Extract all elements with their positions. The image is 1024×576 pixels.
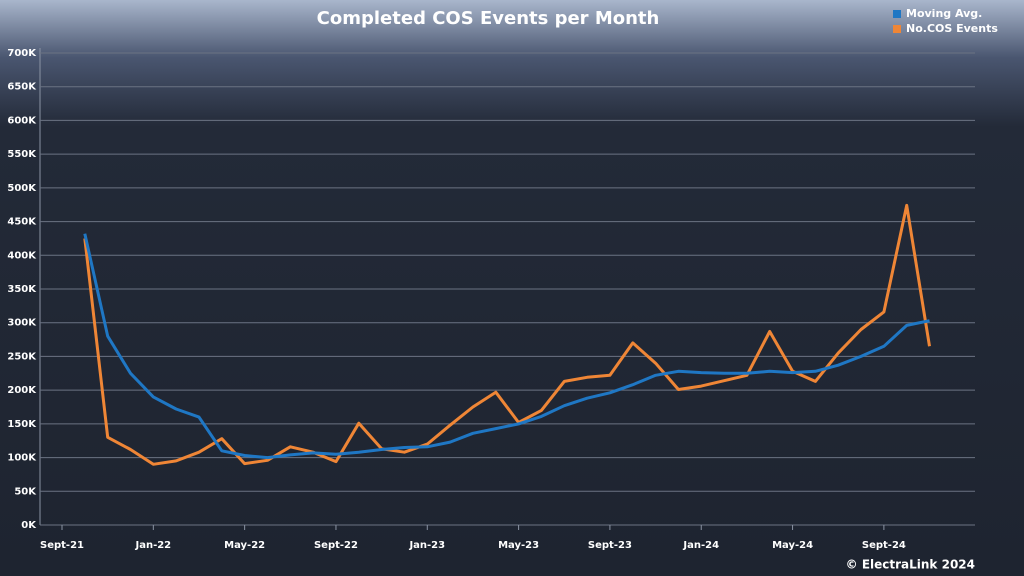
y-tick-label: 650K bbox=[7, 82, 37, 93]
y-tick-label: 0K bbox=[21, 520, 37, 531]
y-tick-label: 350K bbox=[7, 284, 37, 295]
x-tick-label: Sept-22 bbox=[314, 540, 358, 551]
x-tick-label: Sept-23 bbox=[588, 540, 632, 551]
y-tick-label: 300K bbox=[7, 318, 37, 329]
footer: © ElectraLink 2024 bbox=[846, 558, 975, 572]
y-tick-label: 400K bbox=[7, 250, 37, 261]
y-tick-label: 150K bbox=[7, 419, 37, 430]
y-tick-label: 700K bbox=[7, 48, 37, 59]
x-tick-label: Jan-22 bbox=[134, 540, 171, 551]
x-tick-label: Jan-24 bbox=[682, 540, 719, 551]
legend-label: Moving Avg. bbox=[906, 7, 982, 20]
y-tick-label: 600K bbox=[7, 115, 37, 126]
legend: Moving Avg. No.COS Events bbox=[893, 7, 998, 35]
y-tick-label: 550K bbox=[7, 149, 37, 160]
series-line bbox=[83, 233, 930, 460]
legend-swatch bbox=[893, 10, 901, 18]
y-tick-label: 100K bbox=[7, 453, 37, 464]
y-tick-label: 450K bbox=[7, 217, 37, 228]
x-tick-label: Jan-23 bbox=[408, 540, 445, 551]
chart-title: Completed COS Events per Month bbox=[317, 8, 660, 29]
legend-swatch bbox=[893, 25, 901, 33]
x-tick-label: Sept-24 bbox=[862, 540, 906, 551]
y-tick-label: 50K bbox=[14, 486, 37, 497]
y-tick-label: 250K bbox=[7, 351, 37, 362]
x-tick-label: May-22 bbox=[224, 540, 265, 551]
x-tick-label: Sept-21 bbox=[40, 540, 84, 551]
series-line bbox=[83, 203, 931, 466]
legend-label: No.COS Events bbox=[906, 22, 998, 35]
y-tick-label: 200K bbox=[7, 385, 37, 396]
x-tick-label: May-24 bbox=[772, 540, 813, 551]
x-tick-label: May-23 bbox=[498, 540, 539, 551]
y-tick-label: 500K bbox=[7, 183, 37, 194]
